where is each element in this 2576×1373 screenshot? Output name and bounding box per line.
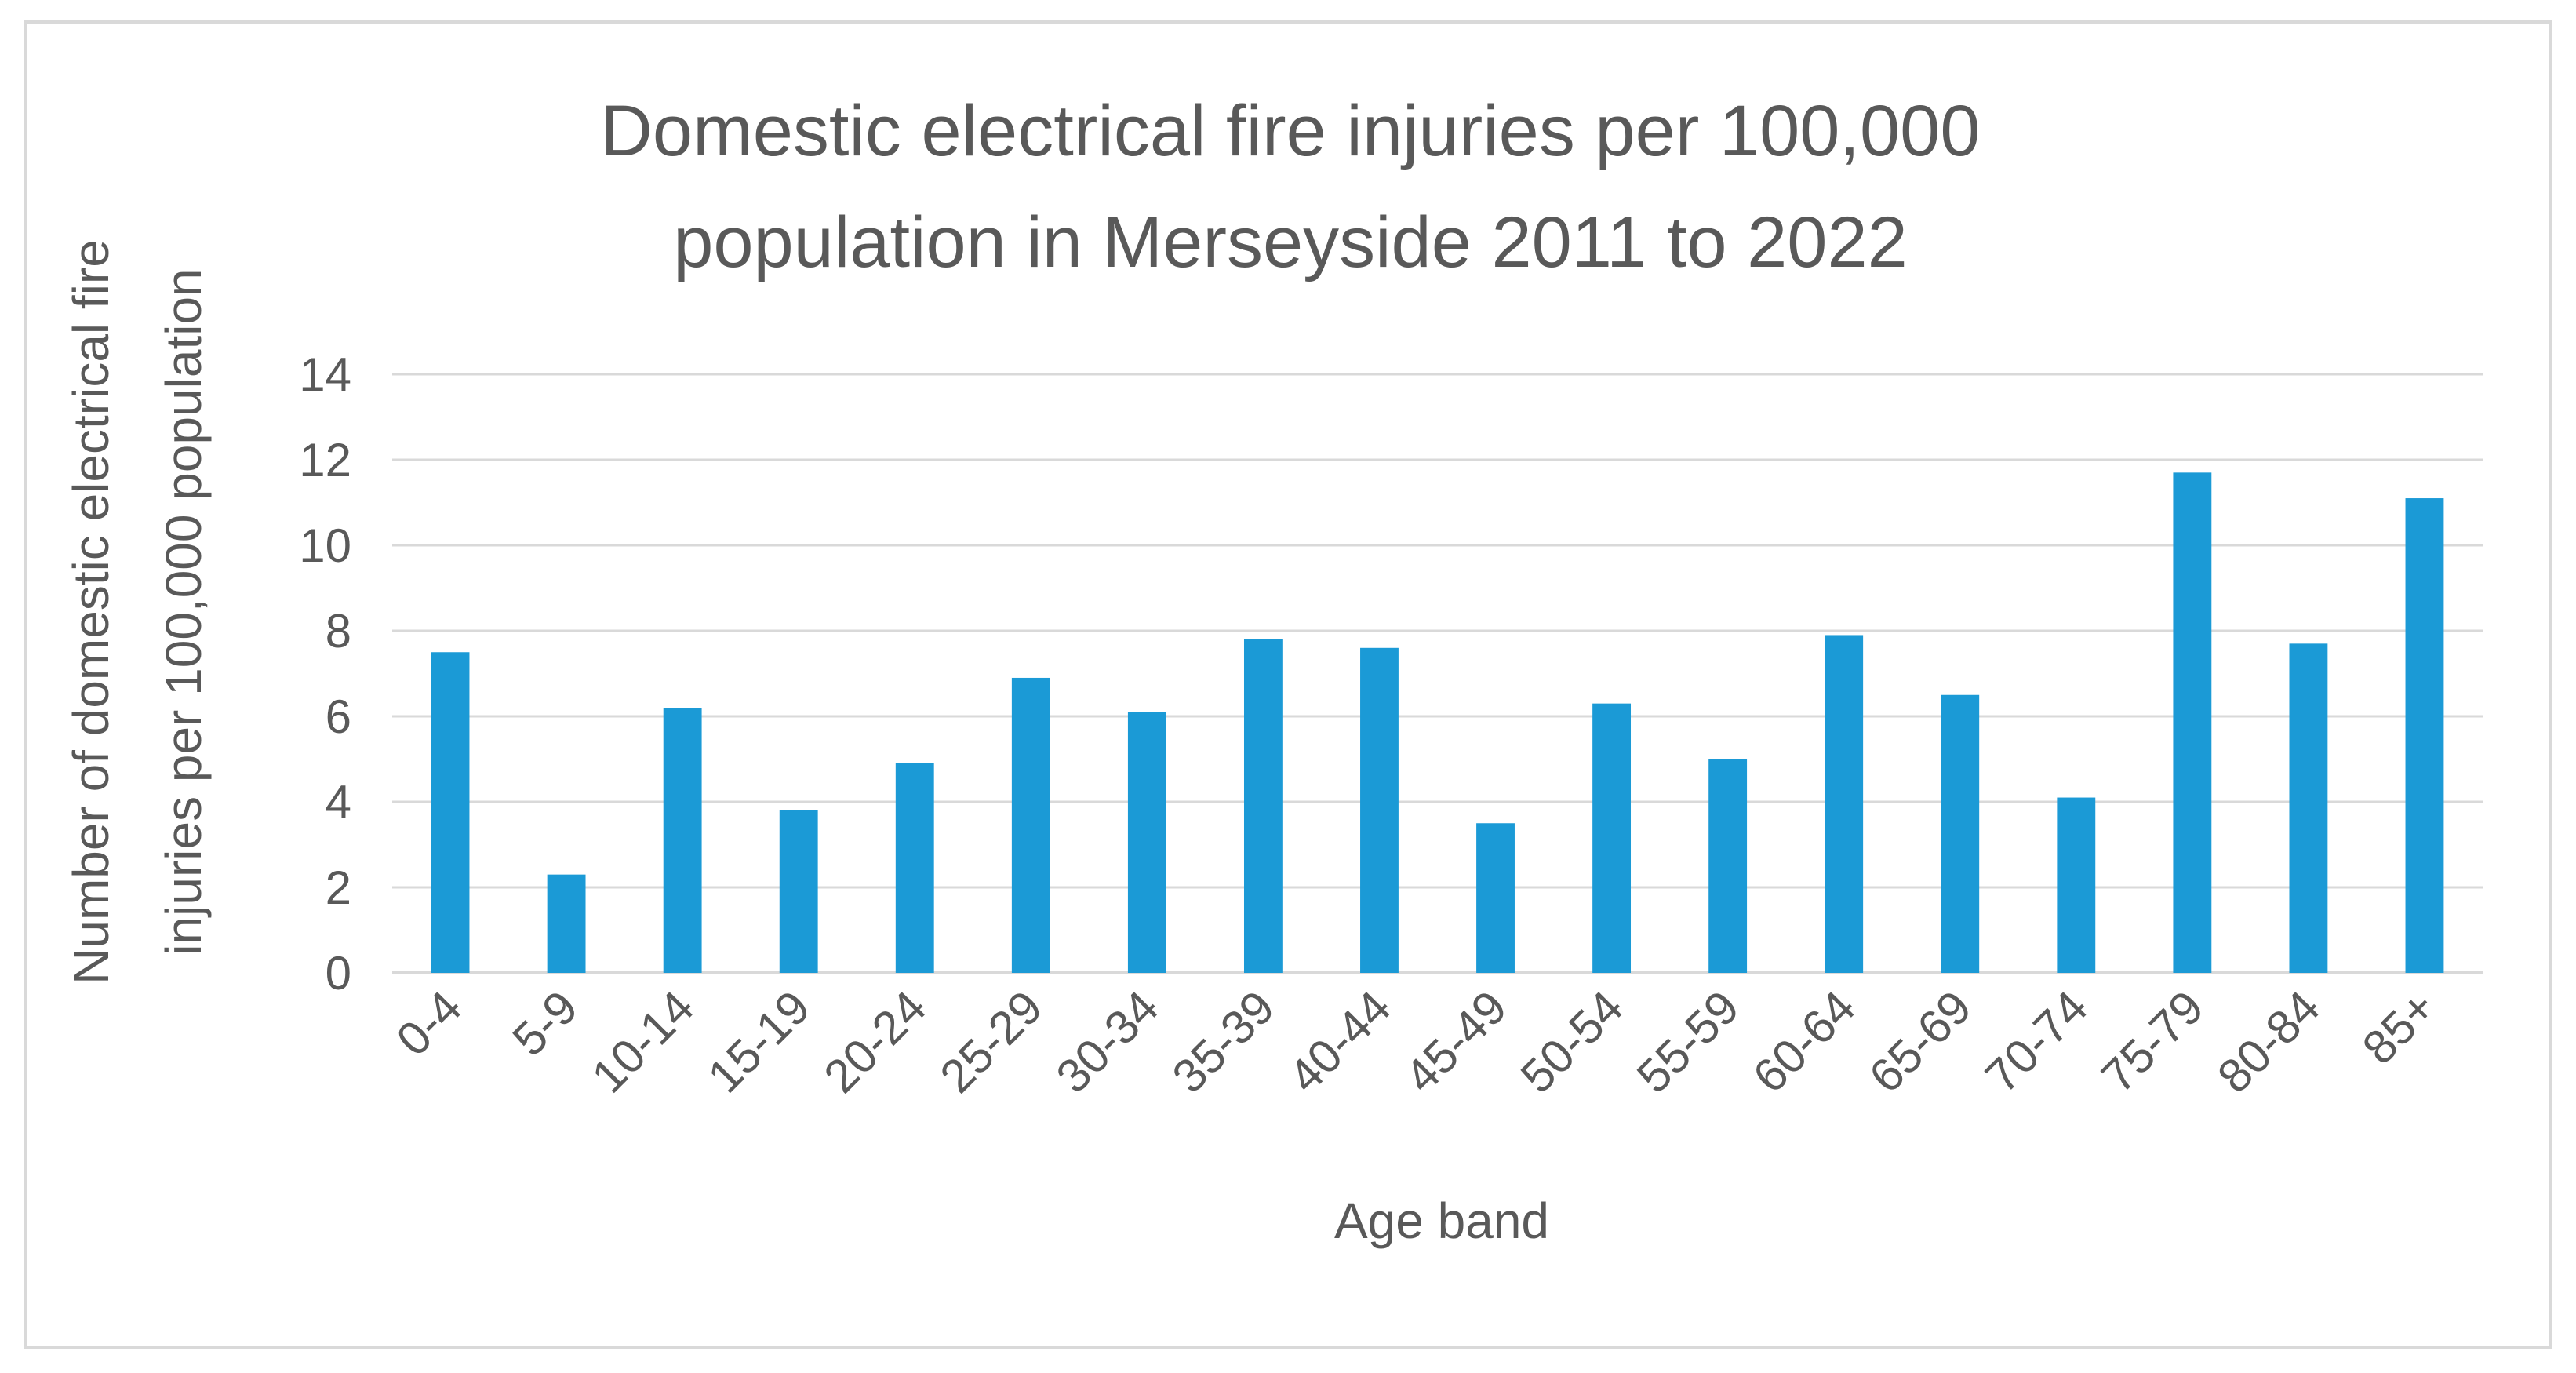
- bar: [1941, 694, 1980, 973]
- x-tick-label: 15-19: [697, 981, 820, 1103]
- x-tick-label: 40-44: [1279, 981, 1401, 1103]
- bar: [663, 708, 702, 973]
- bar: [1708, 759, 1748, 973]
- x-tick-label: 10-14: [581, 981, 704, 1103]
- bar: [895, 763, 934, 973]
- y-tick-label: 4: [326, 776, 351, 829]
- bar: [2405, 498, 2444, 973]
- x-tick-label: 5-9: [503, 981, 588, 1066]
- x-tick-label: 0-4: [387, 981, 472, 1066]
- bar: [1360, 647, 1399, 973]
- bars: [431, 472, 2444, 973]
- bar: [2173, 472, 2212, 973]
- y-tick-label: 6: [326, 690, 351, 743]
- x-tick-label: 65-69: [1859, 981, 1981, 1103]
- bar: [1243, 639, 1283, 973]
- bar: [2057, 797, 2096, 973]
- y-tick-label: 10: [299, 519, 351, 572]
- x-axis-title: Age band: [1334, 1193, 1549, 1249]
- y-axis-title-line-1: Number of domestic electrical fire: [63, 239, 119, 985]
- bar: [1825, 635, 1864, 973]
- y-axis-ticks: 0 2 4 6 8 10 12 14: [299, 348, 351, 1000]
- chart-title: Domestic electrical fire injuries per 10…: [600, 91, 1980, 282]
- bar: [779, 810, 818, 973]
- x-tick-label: 80-84: [2207, 981, 2330, 1103]
- x-tick-label: 45-49: [1395, 981, 1517, 1103]
- bar: [1011, 677, 1050, 973]
- y-tick-label: 12: [299, 434, 351, 486]
- y-tick-label: 14: [299, 348, 351, 401]
- y-tick-label: 8: [326, 605, 351, 657]
- chart-title-line-2: population in Merseyside 2011 to 2022: [673, 202, 1908, 282]
- y-tick-label: 0: [326, 947, 351, 1000]
- bar: [1592, 703, 1632, 973]
- x-tick-label: 30-34: [1046, 981, 1169, 1103]
- x-axis-ticks: 0-4 5-910-1415-1920-2425-2930-3435-3940-4…: [387, 981, 2447, 1103]
- bar: [547, 874, 586, 973]
- bar: [1127, 712, 1166, 973]
- x-tick-label: 50-54: [1511, 981, 1633, 1103]
- y-tick-label: 2: [326, 861, 351, 914]
- x-tick-label: 55-59: [1627, 981, 1749, 1103]
- chart-title-line-1: Domestic electrical fire injuries per 10…: [600, 91, 1980, 171]
- x-tick-label: 60-64: [1743, 981, 1865, 1103]
- gridlines: [392, 373, 2483, 974]
- bar: [431, 652, 470, 973]
- y-axis-title-line-2: injuries per 100,000 population: [155, 268, 212, 955]
- x-tick-label: 20-24: [814, 981, 937, 1103]
- x-tick-label: 25-29: [930, 981, 1053, 1103]
- x-tick-label: 85+: [2352, 981, 2446, 1074]
- x-tick-label: 70-74: [1975, 981, 2098, 1103]
- bar: [2289, 643, 2328, 973]
- bar: [1476, 823, 1515, 973]
- x-tick-label: 35-39: [1162, 981, 1285, 1103]
- y-axis-title: Number of domestic electrical fire injur…: [63, 239, 212, 985]
- x-tick-label: 75-79: [2091, 981, 2214, 1103]
